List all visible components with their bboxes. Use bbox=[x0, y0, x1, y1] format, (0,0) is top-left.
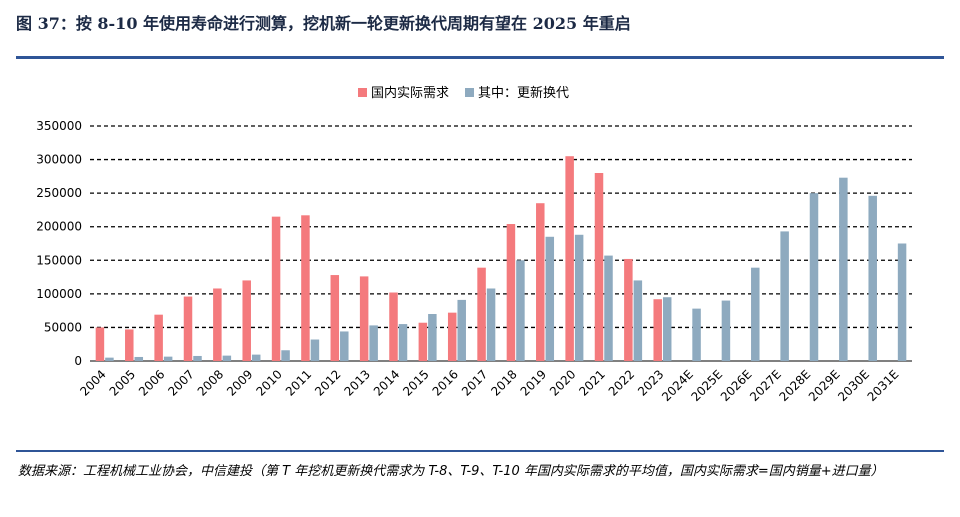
bar-replacement-demand bbox=[868, 195, 877, 361]
x-tick-label: 2029E bbox=[806, 367, 843, 404]
legend-swatch-replacement bbox=[465, 88, 474, 97]
bar-replacement-demand bbox=[662, 297, 672, 361]
chart-bars bbox=[95, 156, 907, 361]
bar-replacement-demand bbox=[398, 324, 408, 361]
bar-replacement-demand bbox=[839, 177, 848, 361]
bar-replacement-demand bbox=[809, 193, 819, 361]
bar-domestic-demand bbox=[242, 280, 251, 361]
bar-domestic-demand bbox=[389, 292, 398, 361]
bar-domestic-demand bbox=[183, 296, 193, 361]
x-tick-label: 2008 bbox=[195, 367, 226, 398]
x-tick-label: 2014 bbox=[371, 367, 402, 398]
x-tick-label: 2026E bbox=[718, 367, 755, 404]
bar-replacement-demand bbox=[251, 354, 261, 361]
bar-replacement-demand bbox=[281, 350, 290, 361]
y-tick-label: 250000 bbox=[36, 186, 82, 200]
bar-replacement-demand bbox=[340, 331, 349, 361]
bar-replacement-demand bbox=[222, 355, 232, 361]
bar-replacement-demand bbox=[134, 356, 144, 361]
bar-domestic-demand bbox=[213, 288, 222, 361]
bar-replacement-demand bbox=[751, 267, 760, 361]
bar-replacement-demand bbox=[310, 339, 320, 361]
legend-label-replacement: 其中：更新换代 bbox=[478, 85, 569, 101]
x-tick-label: 2013 bbox=[342, 367, 373, 398]
bar-domestic-demand bbox=[95, 327, 105, 361]
x-tick-label: 2027E bbox=[747, 367, 784, 404]
bar-domestic-demand bbox=[125, 329, 134, 361]
bar-replacement-demand bbox=[545, 236, 555, 361]
bar-domestic-demand bbox=[301, 215, 310, 361]
bar-domestic-demand bbox=[359, 276, 369, 361]
y-tick-label: 100000 bbox=[36, 287, 82, 301]
chart-legend: 国内实际需求 其中：更新换代 bbox=[358, 85, 569, 101]
bar-domestic-demand bbox=[330, 275, 340, 361]
bar-replacement-demand bbox=[428, 314, 437, 361]
bar-replacement-demand bbox=[721, 300, 731, 361]
source-divider bbox=[16, 450, 944, 452]
bar-replacement-demand bbox=[486, 288, 496, 361]
bar-domestic-demand bbox=[418, 322, 428, 361]
y-tick-label: 150000 bbox=[36, 253, 82, 267]
x-tick-label: 2016 bbox=[430, 367, 461, 398]
bar-domestic-demand bbox=[447, 312, 457, 361]
bar-replacement-demand bbox=[193, 355, 202, 361]
bar-chart: 国内实际需求 其中：更新换代 0 50000 100000 150000 200000 25… bbox=[36, 85, 912, 404]
bar-replacement-demand bbox=[163, 356, 173, 361]
bar-replacement-demand bbox=[574, 234, 584, 361]
legend-swatch-domestic bbox=[358, 88, 367, 97]
bar-replacement-demand bbox=[457, 299, 466, 361]
legend-label-domestic: 国内实际需求 bbox=[371, 85, 449, 101]
x-tick-label: 2005 bbox=[107, 367, 138, 398]
x-tick-label: 2028E bbox=[777, 367, 814, 404]
x-tick-label: 2019 bbox=[518, 367, 549, 398]
bar-replacement-demand bbox=[780, 231, 789, 361]
bar-replacement-demand bbox=[369, 325, 378, 361]
x-tick-label: 2021 bbox=[576, 367, 607, 398]
bar-domestic-demand bbox=[565, 156, 574, 361]
x-tick-label: 2025E bbox=[688, 367, 725, 404]
x-tick-label: 2009 bbox=[224, 367, 255, 398]
bar-replacement-demand bbox=[633, 280, 643, 361]
y-tick-label: 0 bbox=[74, 354, 82, 368]
y-tick-label: 350000 bbox=[36, 119, 82, 133]
bar-domestic-demand bbox=[477, 267, 486, 361]
title-divider bbox=[16, 56, 944, 59]
y-tick-label: 300000 bbox=[36, 153, 82, 167]
bar-domestic-demand bbox=[506, 224, 516, 361]
source-note: 数据来源：工程机械工业协会，中信建投（第 T 年挖机更新换代需求为 T-8、T-… bbox=[18, 464, 884, 479]
x-tick-label: 2022 bbox=[606, 367, 637, 398]
x-tick-label: 2018 bbox=[488, 367, 519, 398]
x-tick-label: 2010 bbox=[253, 367, 284, 398]
bar-replacement-demand bbox=[105, 357, 114, 361]
x-tick-label: 2020 bbox=[547, 367, 578, 398]
x-axis: 2004200520062007200820092010201120122013… bbox=[77, 367, 901, 404]
bar-domestic-demand bbox=[594, 173, 604, 361]
bar-domestic-demand bbox=[271, 216, 281, 361]
bar-domestic-demand bbox=[536, 203, 545, 361]
x-tick-label: 2012 bbox=[312, 367, 343, 398]
bar-replacement-demand bbox=[692, 308, 701, 361]
page-title: 图 37：按 8-10 年使用寿命进行测算，挖机新一轮更新换代周期有望在 202… bbox=[16, 14, 631, 33]
x-tick-label: 2024E bbox=[659, 367, 696, 404]
x-tick-label: 2007 bbox=[165, 367, 196, 398]
y-axis: 0 50000 100000 150000 200000 250000 300000 3500… bbox=[36, 119, 82, 368]
bar-domestic-demand bbox=[624, 258, 633, 361]
bar-domestic-demand bbox=[653, 299, 662, 361]
y-tick-label: 200000 bbox=[36, 220, 82, 234]
x-tick-label: 2030E bbox=[835, 367, 872, 404]
bar-replacement-demand bbox=[516, 260, 525, 361]
x-tick-label: 2006 bbox=[136, 367, 167, 398]
x-tick-label: 2015 bbox=[400, 367, 431, 398]
bar-domestic-demand bbox=[154, 314, 163, 361]
x-tick-label: 2004 bbox=[77, 367, 108, 398]
x-tick-label: 2011 bbox=[283, 367, 314, 398]
x-tick-label: 2031E bbox=[865, 367, 902, 404]
y-tick-label: 50000 bbox=[44, 320, 82, 334]
x-tick-label: 2017 bbox=[459, 367, 490, 398]
bar-replacement-demand bbox=[897, 243, 907, 361]
bar-replacement-demand bbox=[604, 255, 613, 361]
